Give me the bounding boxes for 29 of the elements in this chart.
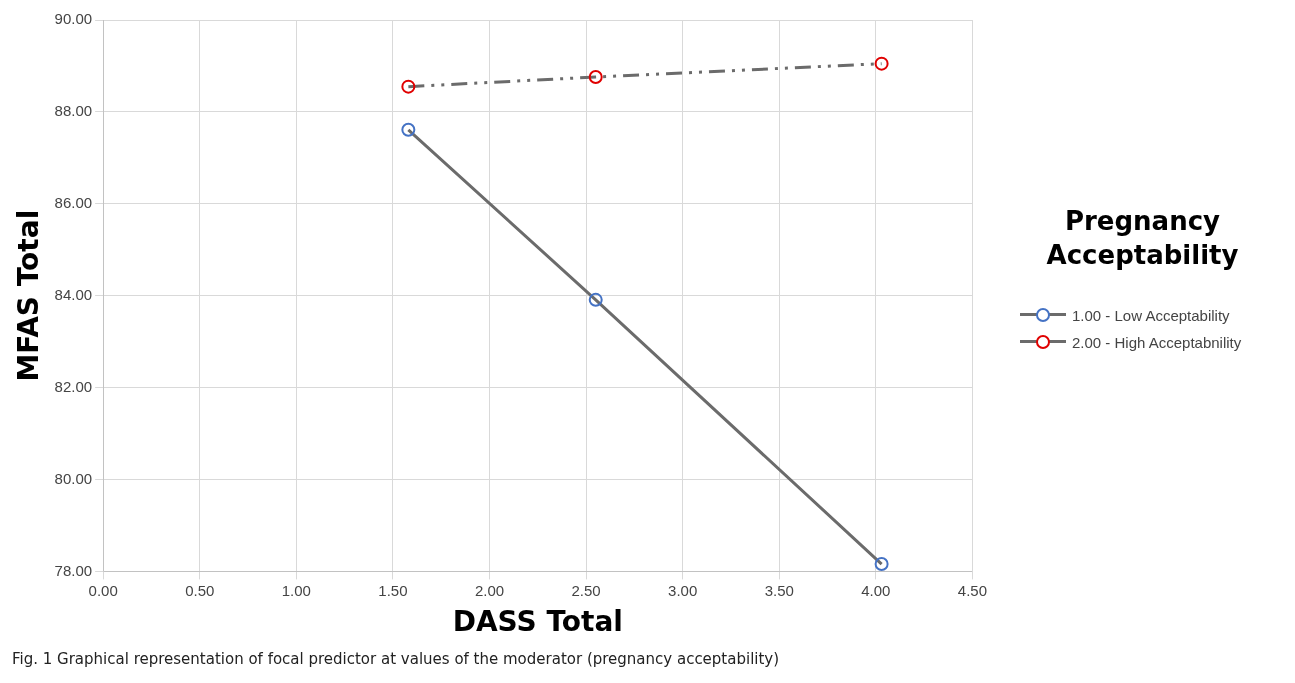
- x-tick-label: 4.00: [861, 581, 891, 599]
- x-tick-label: 1.00: [281, 581, 311, 599]
- x-tick-label: 2.50: [571, 581, 601, 599]
- x-tick-label: 0.50: [185, 581, 215, 599]
- legend-title: Pregnancy Acceptability: [1045, 205, 1240, 272]
- legend-label: 2.00 - High Acceptabnility: [1072, 333, 1242, 351]
- point: [401, 122, 416, 137]
- x-tick-label: 3.00: [668, 581, 698, 599]
- x-tick-label: 4.50: [957, 581, 987, 599]
- point: [588, 292, 603, 307]
- x-tick-label: 2.00: [474, 581, 505, 599]
- point: [874, 56, 889, 71]
- point: [401, 79, 416, 94]
- caption: Fig. 1 Graphical representation of focal predictor at values of the moderator (pregnancy acceptability): [12, 650, 780, 668]
- point: [874, 557, 889, 572]
- y-tick-label: 78.00: [54, 561, 93, 579]
- y-tick-label: 86.00: [54, 193, 93, 211]
- y-tick-label: 84.00: [54, 285, 93, 303]
- x-tick-label: 0.00: [88, 581, 118, 599]
- y-tick-label: 82.00: [54, 377, 93, 395]
- x-tick-label: 1.50: [378, 581, 408, 599]
- y-axis-title: MFAS Total: [12, 209, 46, 382]
- x-tick-label: 3.50: [764, 581, 794, 599]
- x-axis-title: DASS Total: [452, 605, 623, 639]
- y-tick-label: 90.00: [54, 10, 93, 28]
- y-tick-label: 88.00: [54, 102, 93, 120]
- y-tick-label: 80.00: [54, 469, 93, 487]
- point: [588, 69, 603, 84]
- legend-label: 1.00 - Low Acceptability: [1072, 306, 1230, 324]
